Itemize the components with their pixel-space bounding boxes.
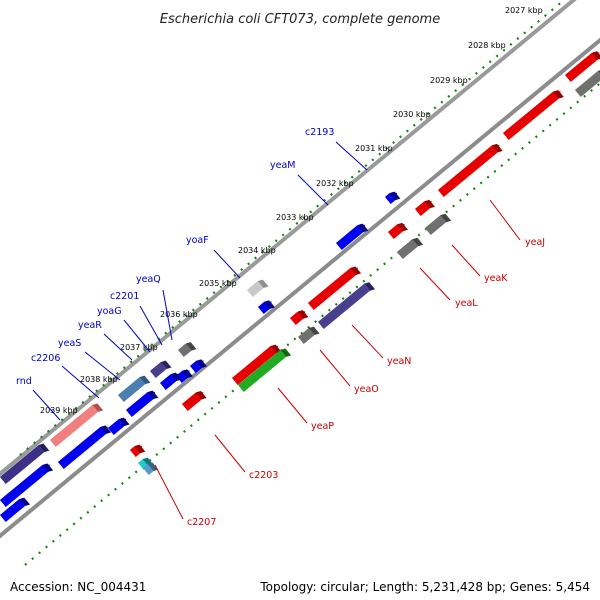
gene-feature-c2207	[130, 444, 146, 457]
genome-summary-text: Topology: circular; Length: 5,231,428 bp…	[260, 580, 590, 594]
forward-gene-label: yoaF	[186, 235, 209, 246]
kbp-label: 2039 kbp	[40, 406, 78, 415]
gene-feature-purple-1	[318, 282, 375, 329]
gene-labels: c2193 yeaM yoaF yeaQ c2201 yoaG yeaR yeaS c2206 r…	[16, 127, 545, 528]
gene-feature-rnd	[58, 425, 112, 469]
gene-features	[0, 51, 600, 522]
gene-feature-yeaN	[308, 266, 362, 310]
reverse-gene-label: yeaJ	[525, 237, 545, 248]
forward-gene-label: yeaR	[78, 320, 102, 331]
label-leaders	[32, 141, 521, 520]
gene-feature-yeaO	[290, 310, 309, 325]
gene-feature-yeaS	[126, 390, 159, 417]
gene-feature-yeaP	[232, 344, 282, 385]
kbp-label: 2031 kbp	[355, 144, 393, 153]
reverse-gene-label: yeaK	[484, 273, 508, 284]
gene-feature-left-purple	[0, 443, 50, 484]
gene-feature-yoaG	[160, 372, 182, 390]
gene-feature-left-blue-2	[0, 497, 31, 522]
gene-feature-gray-2	[425, 213, 452, 235]
forward-gene-label: yeaQ	[136, 274, 161, 285]
kbp-label: 2027 kbp	[505, 6, 543, 15]
kbp-label: 2032 kbp	[316, 179, 354, 188]
kbp-labels: 2027 kbp 2028 kbp 2029 kbp 2030 kbp 2031 kbp…	[40, 6, 543, 415]
tick-lines	[19, 0, 600, 566]
reverse-gene-label: yeaO	[354, 384, 379, 395]
forward-gene-label: yoaG	[97, 306, 122, 317]
kbp-label: 2034 kbp	[238, 246, 276, 255]
reverse-gene-label: yeaL	[455, 298, 478, 309]
kbp-label: 2035 kbp	[199, 279, 237, 288]
forward-gene-label: c2201	[110, 291, 139, 302]
reverse-gene-label: c2207	[187, 517, 216, 528]
reverse-gene-label: yeaP	[311, 421, 334, 432]
accession-text: Accession: NC_004431	[10, 580, 147, 594]
gene-feature-green	[238, 348, 292, 392]
gene-feature-gray-5	[178, 342, 197, 357]
kbp-label: 2033 kbp	[276, 213, 314, 222]
kbp-label: 2028 kbp	[468, 41, 506, 50]
kbp-label: 2036 kbp	[160, 310, 198, 319]
genome-backbone	[0, 0, 600, 539]
gene-feature-left-blue	[0, 463, 54, 507]
gene-feature-blue-small	[143, 462, 159, 475]
gene-feature-yeaM	[336, 223, 369, 250]
gene-feature-yoaF-arrow	[258, 300, 275, 314]
map-title: Escherichia coli CFT073, complete genome	[160, 12, 440, 27]
reverse-gene-label: yeaN	[387, 356, 411, 367]
gene-feature-yeaO-small	[388, 222, 408, 239]
gene-feature-c2206	[108, 417, 130, 435]
gene-feature-rnd-region	[50, 403, 104, 447]
forward-gene-label: yeaM	[270, 160, 296, 171]
gene-feature-gray-4	[298, 326, 320, 344]
kbp-label: 2037 kbp	[120, 343, 158, 352]
forward-gene-label: yeaS	[58, 338, 81, 349]
gene-feature-c2203	[182, 391, 207, 411]
gene-feature-yeaQ	[190, 359, 207, 373]
kbp-label: 2029 kbp	[430, 76, 468, 85]
gene-feature-purple-2	[150, 360, 172, 378]
forward-gene-label: rnd	[16, 376, 32, 387]
reverse-gene-label: c2203	[249, 470, 278, 481]
gene-feature-yeaJ	[565, 51, 600, 82]
forward-gene-label: c2206	[31, 353, 60, 364]
gene-feature-yeaN-small	[415, 199, 435, 216]
forward-gene-label: c2193	[305, 127, 334, 138]
gene-feature-yeaK	[503, 90, 564, 140]
gene-feature-yeaL	[438, 143, 503, 197]
gene-feature-yoaF	[247, 279, 269, 297]
kbp-label: 2030 kbp	[393, 110, 431, 119]
kbp-label: 2038 kbp	[80, 375, 118, 384]
gene-feature-gray-3	[397, 237, 424, 259]
gene-feature-c2193	[385, 191, 401, 204]
gene-feature-yeaR	[118, 375, 151, 402]
